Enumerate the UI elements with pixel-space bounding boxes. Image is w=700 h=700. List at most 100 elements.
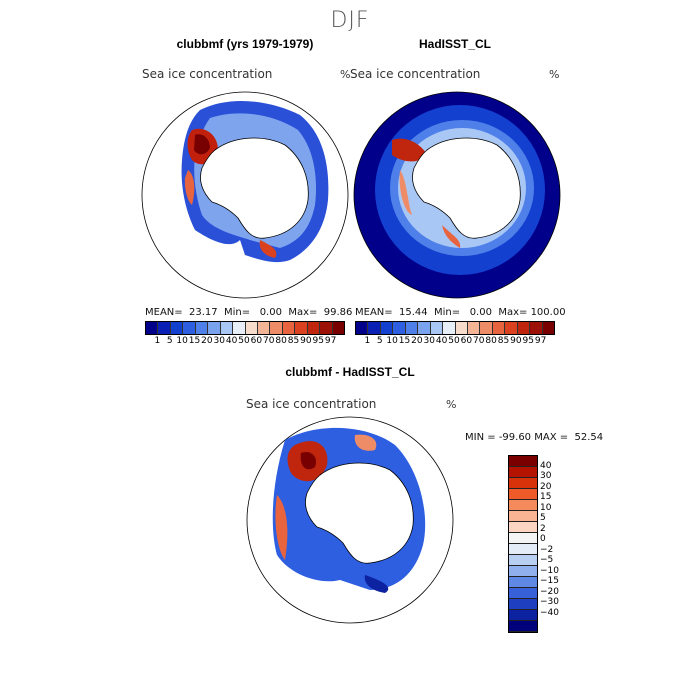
colorbar-tick-label: 10 <box>540 502 552 513</box>
obs-unit-label: % <box>549 68 560 81</box>
colorbar-swatch <box>257 322 271 334</box>
colorbar-tick-label: −40 <box>540 607 559 618</box>
colorbar-swatch <box>509 456 537 467</box>
colorbar-tick-label: 15 <box>188 336 201 346</box>
model-panel-title: clubbmf (yrs 1979-1979) <box>176 37 314 51</box>
colorbar-swatch <box>509 467 537 478</box>
colorbar-swatch <box>492 322 506 334</box>
diff-min-value: -99.60 <box>498 432 532 443</box>
colorbar-swatch <box>509 610 537 621</box>
colorbar-swatch <box>208 322 221 334</box>
colorbar-tick-label: −2 <box>540 544 554 555</box>
colorbar-swatch <box>509 588 537 599</box>
colorbar-swatch <box>146 322 159 334</box>
obs-min-label: Min= <box>434 307 461 318</box>
colorbar-swatch <box>233 322 246 334</box>
colorbar-swatch <box>509 478 537 489</box>
colorbar-swatch <box>418 322 431 334</box>
diff-colorbar <box>508 455 538 633</box>
colorbar-swatch <box>509 621 537 632</box>
diff-unit-label: % <box>446 398 457 411</box>
figure-title: DJF <box>330 8 370 33</box>
colorbar-tick-label: 60 <box>460 336 473 346</box>
colorbar-tick-label: 30 <box>540 471 552 481</box>
obs-colorbar <box>355 321 555 335</box>
colorbar-tick-label: 97 <box>324 336 337 346</box>
colorbar-swatch <box>430 322 444 334</box>
model-colorbar <box>145 321 345 335</box>
colorbar-tick-label: 90 <box>300 336 312 346</box>
colorbar-swatch <box>183 322 196 334</box>
colorbar-tick-label: 2 <box>540 523 546 534</box>
colorbar-swatch <box>542 322 554 334</box>
colorbar-tick-label: 85 <box>497 336 510 346</box>
colorbar-tick-label: 50 <box>238 336 250 346</box>
obs-max-label: Max= <box>498 307 528 318</box>
diff-colorbar-ticks: 40 30 20 15 10 5 2 0 −2 −5 −10 −15 −20 −30 −40 <box>540 455 570 623</box>
colorbar-tick-label: −30 <box>540 597 559 607</box>
colorbar-tick-label: 70 <box>263 336 275 346</box>
colorbar-swatch <box>509 522 537 533</box>
colorbar-swatch <box>509 489 537 500</box>
colorbar-tick-label: 15 <box>398 336 411 346</box>
colorbar-tick-label: 30 <box>213 336 225 346</box>
obs-panel-title: HadISST_CL <box>418 37 491 51</box>
colorbar-swatch <box>509 533 537 544</box>
colorbar-swatch <box>393 322 406 334</box>
colorbar-swatch <box>245 322 258 334</box>
colorbar-swatch <box>480 322 493 334</box>
colorbar-tick-label: 70 <box>473 336 485 346</box>
colorbar-tick-label: 90 <box>510 336 522 346</box>
colorbar-tick-label: 60 <box>250 336 263 346</box>
colorbar-swatch <box>517 322 531 334</box>
colorbar-tick-label: 30 <box>423 336 435 346</box>
colorbar-tick-label: 80 <box>485 336 497 346</box>
obs-variable-label: Sea ice concentration <box>350 67 481 81</box>
model-stats: MEAN= 23.17 Min= 0.00 Max= 99.86 <box>145 307 352 318</box>
colorbar-tick-label: 40 <box>225 336 238 346</box>
colorbar-tick-label: 5 <box>540 513 546 523</box>
model-max-value: 99.86 <box>323 307 353 318</box>
diff-min-label: MIN = <box>465 432 496 443</box>
model-unit-label: % <box>340 68 351 81</box>
colorbar-tick-label: −10 <box>540 565 559 576</box>
model-mean-label: MEAN= <box>145 307 183 318</box>
colorbar-swatch <box>467 322 481 334</box>
colorbar-swatch <box>356 322 369 334</box>
colorbar-swatch <box>509 511 537 522</box>
colorbar-swatch <box>443 322 456 334</box>
colorbar-swatch <box>282 322 296 334</box>
colorbar-tick-label: 0 <box>540 534 546 544</box>
colorbar-tick-label: 95 <box>522 336 534 346</box>
colorbar-tick-label: 5 <box>376 336 383 346</box>
diff-max-label: MAX = <box>534 432 569 443</box>
colorbar-swatch <box>509 544 537 555</box>
colorbar-swatch <box>295 322 308 334</box>
colorbar-swatch <box>509 566 537 577</box>
colorbar-tick-label: 95 <box>312 336 324 346</box>
colorbar-swatch <box>505 322 518 334</box>
model-mean-value: 23.17 <box>189 307 218 318</box>
colorbar-tick-label: 80 <box>275 336 287 346</box>
obs-stats: MEAN= 15.44 Min= 0.00 Max= 100.00 <box>355 307 566 318</box>
colorbar-tick-label: 20 <box>411 336 423 346</box>
colorbar-swatch <box>380 322 394 334</box>
model-min-value: 0.00 <box>259 307 282 318</box>
model-min-label: Min= <box>224 307 251 318</box>
model-max-label: Max= <box>288 307 318 318</box>
colorbar-tick-label: 40 <box>435 336 448 346</box>
colorbar-tick-label: 97 <box>534 336 547 346</box>
colorbar-swatch <box>509 500 537 511</box>
colorbar-tick-label: 15 <box>540 492 552 502</box>
colorbar-tick-label: 1 <box>154 336 161 346</box>
colorbar-tick-label: 20 <box>540 481 552 492</box>
colorbar-swatch <box>170 322 184 334</box>
colorbar-swatch <box>195 322 209 334</box>
colorbar-tick-label: 10 <box>176 336 188 346</box>
colorbar-swatch <box>158 322 171 334</box>
diff-map <box>246 416 454 624</box>
colorbar-tick-label: 20 <box>201 336 213 346</box>
colorbar-swatch <box>530 322 543 334</box>
diff-stats: MIN = -99.60 MAX = 52.54 <box>465 432 603 443</box>
colorbar-tick-label: −5 <box>540 555 554 565</box>
